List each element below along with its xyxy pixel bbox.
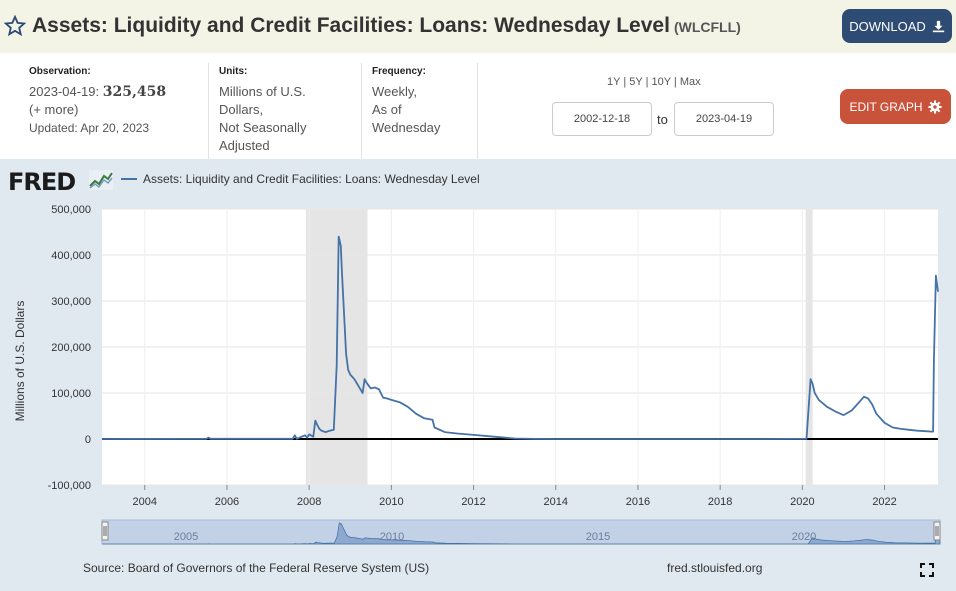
x-tick-label: 2008	[297, 496, 321, 508]
observation-label: Observation:	[29, 66, 91, 77]
y-tick-label: -100,000	[48, 480, 91, 492]
units-line: Dollars,	[219, 102, 264, 117]
divider	[477, 63, 478, 159]
legend-swatch	[121, 178, 137, 180]
series-line	[101, 235, 939, 440]
download-button[interactable]: DOWNLOAD	[842, 9, 952, 43]
fred-logo[interactable]: FRED	[8, 168, 76, 196]
divider	[208, 63, 209, 159]
fullscreen-icon[interactable]	[920, 563, 934, 577]
edit-graph-label: EDIT GRAPH	[849, 99, 923, 114]
title-bar: Assets: Liquidity and Credit Facilities:…	[0, 0, 956, 53]
x-tick-label: 2004	[133, 496, 157, 508]
x-tick-label: 2006	[215, 496, 239, 508]
to-label: to	[657, 112, 668, 127]
navigator-label: 2005	[174, 531, 198, 543]
range-5y-link[interactable]: 5Y	[629, 76, 643, 88]
range-1y-link[interactable]: 1Y	[607, 76, 621, 88]
frequency-line: Wednesday	[372, 120, 441, 135]
navigator-handle[interactable]	[933, 521, 941, 541]
units-block: Units: Millions of U.S. Dollars, Not Sea…	[219, 63, 349, 155]
navigator-label: 2010	[380, 531, 404, 543]
range-max-link[interactable]: Max	[679, 76, 701, 88]
units-line: Millions of U.S.	[219, 84, 306, 99]
end-date-input[interactable]: 2023-04-19	[674, 102, 774, 136]
x-tick-label: 2012	[461, 496, 485, 508]
y-tick-label: 500,000	[51, 204, 91, 216]
start-date-input[interactable]: 2002-12-18	[552, 102, 652, 136]
x-tick-label: 2020	[790, 496, 814, 508]
range-links: 1Y | 5Y | 10Y | Max	[607, 76, 701, 88]
chart-legend: Assets: Liquidity and Credit Facilities:…	[121, 172, 480, 186]
observation-date: 2023-04-19:	[29, 84, 100, 99]
frequency-line: As of	[372, 102, 402, 117]
x-tick-label: 2014	[544, 496, 568, 508]
gear-icon	[928, 99, 942, 114]
x-tick-label: 2018	[708, 496, 732, 508]
frequency-label: Frequency:	[372, 66, 426, 77]
units-label: Units:	[219, 66, 248, 77]
units-line: Adjusted	[219, 138, 270, 153]
fred-chart-icon	[89, 170, 113, 190]
navigator-series	[102, 522, 941, 545]
y-axis-label: Millions of U.S. Dollars	[13, 301, 27, 422]
y-tick-label: 300,000	[51, 296, 91, 308]
y-tick-label: 100,000	[51, 388, 91, 400]
source-text: Source: Board of Governors of the Federa…	[83, 561, 430, 575]
x-tick-label: 2016	[626, 496, 650, 508]
y-tick-label: 200,000	[51, 342, 91, 354]
navigator-handle[interactable]	[101, 521, 109, 541]
series-title-text: Assets: Liquidity and Credit Facilities:…	[32, 14, 670, 37]
navigator-window	[101, 519, 941, 545]
navigator-label: 2015	[586, 531, 610, 543]
y-tick-label: 400,000	[51, 250, 91, 262]
updated-text: Updated: Apr 20, 2023	[29, 121, 150, 135]
download-icon	[932, 20, 944, 32]
y-tick-label: 0	[85, 434, 91, 446]
x-tick-label: 2022	[872, 496, 896, 508]
observation-value: 325,458	[102, 84, 167, 100]
edit-graph-button[interactable]: EDIT GRAPH	[840, 89, 951, 124]
frequency-block: Frequency: Weekly, As of Wednesday	[372, 63, 472, 137]
star-icon[interactable]	[4, 15, 26, 37]
divider	[361, 63, 362, 159]
series-title: Assets: Liquidity and Credit Facilities:…	[32, 14, 741, 38]
frequency-line: Weekly,	[372, 84, 418, 99]
more-link[interactable]: (+ more)	[29, 102, 79, 117]
units-line: Not Seasonally	[219, 120, 307, 135]
metadata-panel: Observation: 2023-04-19: 325,458 (+ more…	[0, 53, 956, 159]
fred-url[interactable]: fred.stlouisfed.org	[667, 561, 763, 575]
legend-label: Assets: Liquidity and Credit Facilities:…	[143, 172, 480, 186]
download-label: DOWNLOAD	[849, 18, 926, 34]
observation-block: Observation: 2023-04-19: 325,458 (+ more…	[29, 63, 209, 137]
range-10y-link[interactable]: 10Y	[651, 76, 671, 88]
navigator-label: 2020	[792, 531, 816, 543]
series-id: (WLCFLL)	[673, 19, 741, 35]
x-tick-label: 2010	[379, 496, 403, 508]
